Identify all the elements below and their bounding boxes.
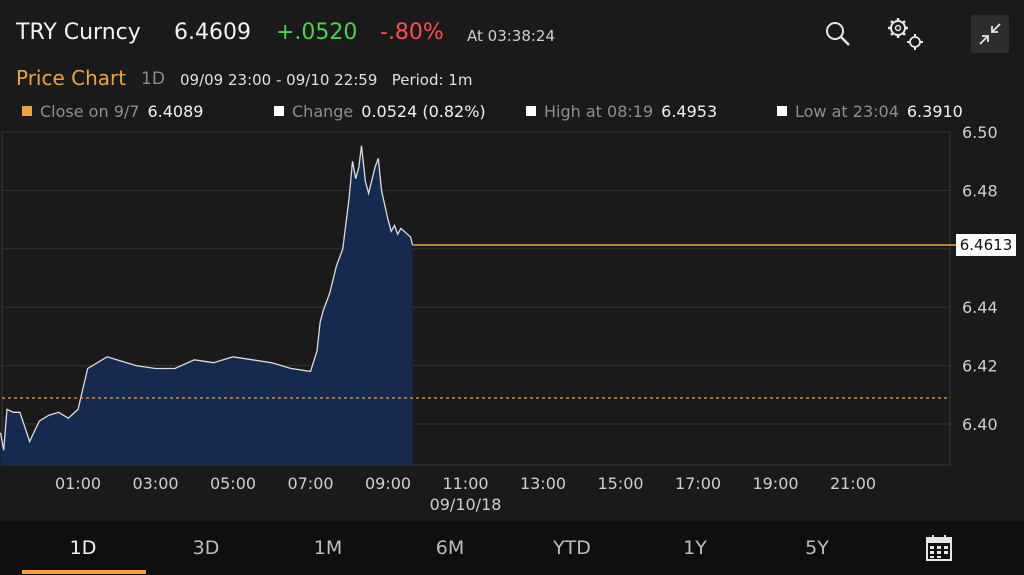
legend-swatch xyxy=(526,106,536,116)
last-price: 6.4609 xyxy=(174,20,251,45)
x-tick-label: 01:00 xyxy=(55,474,101,493)
legend-previous-close: Close on 9/7 6.4089 xyxy=(22,102,203,121)
as-of-time: At 03:38:24 xyxy=(467,27,556,45)
gear-icon[interactable] xyxy=(884,14,928,54)
x-tick-label: 13:00 xyxy=(520,474,566,493)
y-tick-label: 6.40 xyxy=(962,415,998,434)
tab-1d[interactable]: 1D xyxy=(69,537,97,559)
tab-1y[interactable]: 1Y xyxy=(683,537,707,559)
price-area xyxy=(0,145,413,465)
y-tick-label: 6.48 xyxy=(962,181,998,200)
percent-change: -.80% xyxy=(380,20,444,45)
calendar-icon[interactable] xyxy=(924,533,954,563)
x-tick-label: 03:00 xyxy=(132,474,178,493)
search-icon[interactable] xyxy=(822,18,854,50)
tab-3d[interactable]: 3D xyxy=(192,537,220,559)
legend-label: Low at 23:04 xyxy=(795,102,899,121)
range-tab-bar: 1D 3D 1M 6M YTD 1Y 5Y xyxy=(0,521,1024,575)
x-tick-label: 05:00 xyxy=(210,474,256,493)
x-tick-label: 11:00 xyxy=(442,474,488,493)
legend-low: Low at 23:04 6.3910 xyxy=(777,102,963,121)
range-label: 1D xyxy=(141,69,165,89)
collapse-icon[interactable] xyxy=(971,15,1009,53)
y-tick-label: 6.42 xyxy=(962,357,998,376)
last-price-badge-label: 6.4613 xyxy=(960,236,1013,254)
x-tick-label: 21:00 xyxy=(830,474,876,493)
legend-value: 6.4953 xyxy=(661,102,718,121)
price-line xyxy=(0,145,414,451)
y-tick-label: 6.44 xyxy=(962,298,998,317)
x-tick-label: 17:00 xyxy=(675,474,721,493)
x-tick-label: 07:00 xyxy=(287,474,333,493)
legend-high: High at 08:19 6.4953 xyxy=(526,102,717,121)
tab-5y[interactable]: 5Y xyxy=(805,537,829,559)
x-tick-label: 15:00 xyxy=(597,474,643,493)
legend-swatch xyxy=(274,106,284,116)
period-label: 09/09 23:00 - 09/10 22:59 Period: 1m xyxy=(180,71,473,89)
legend-label: Close on 9/7 xyxy=(40,102,140,121)
x-tick-label: 09:00 xyxy=(365,474,411,493)
legend-value: 6.4089 xyxy=(147,102,204,121)
legend-swatch xyxy=(22,106,32,116)
legend-label: High at 08:19 xyxy=(544,102,654,121)
last-price-badge xyxy=(956,234,1016,257)
net-change: +.0520 xyxy=(276,20,358,45)
x-tick-label: 19:00 xyxy=(752,474,798,493)
tab-1m[interactable]: 1M xyxy=(313,537,343,559)
chart-title: Price Chart xyxy=(16,66,127,90)
ticker-symbol: TRY Curncy xyxy=(16,20,141,45)
price-chart[interactable]: 6.4613 6.50 6.48 6.44 6.42 6.40 01:00 03:00 05:0… xyxy=(0,124,1024,521)
y-tick-label: 6.50 xyxy=(962,124,998,142)
legend-value: 0.0524 (0.82%) xyxy=(361,102,486,121)
tab-ytd[interactable]: YTD xyxy=(553,537,591,559)
legend-swatch xyxy=(777,106,787,116)
date-label: 09/10/18 xyxy=(430,495,502,514)
legend-label: Change xyxy=(292,102,354,121)
legend-change: Change 0.0524 (0.82%) xyxy=(274,102,486,121)
legend-value: 6.3910 xyxy=(906,102,963,121)
tab-6m[interactable]: 6M xyxy=(435,537,465,559)
active-tab-indicator xyxy=(22,570,146,574)
header-bar: TRY Curncy 6.4609 +.0520 -.80% At 03:38:… xyxy=(0,0,1024,66)
